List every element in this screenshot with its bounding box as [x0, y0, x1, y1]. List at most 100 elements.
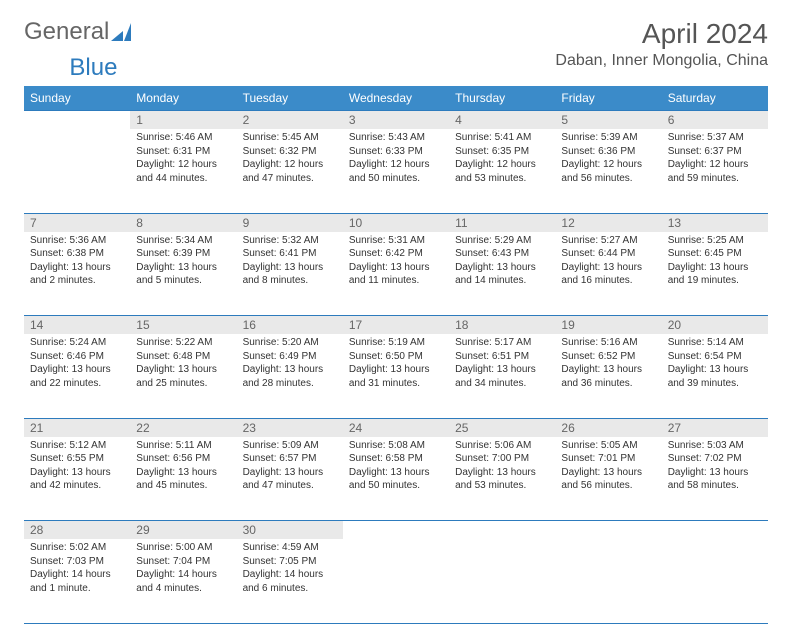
sunset-line: Sunset: 6:39 PM: [136, 247, 230, 261]
day-cell: Sunrise: 5:19 AMSunset: 6:50 PMDaylight:…: [343, 334, 449, 418]
day-details: Sunrise: 5:00 AMSunset: 7:04 PMDaylight:…: [130, 539, 236, 599]
daynum-cell: 18: [449, 316, 555, 335]
day-cell: Sunrise: 5:43 AMSunset: 6:33 PMDaylight:…: [343, 129, 449, 213]
weekday-header: Wednesday: [343, 86, 449, 111]
day-cell: Sunrise: 5:37 AMSunset: 6:37 PMDaylight:…: [662, 129, 768, 213]
day-number: 24: [343, 419, 449, 437]
daylight-line: Daylight: 13 hours and 53 minutes.: [455, 466, 549, 493]
daylight-line: Daylight: 13 hours and 56 minutes.: [561, 466, 655, 493]
day-details: Sunrise: 5:16 AMSunset: 6:52 PMDaylight:…: [555, 334, 661, 394]
sunrise-line: Sunrise: 5:39 AM: [561, 131, 655, 145]
daylight-line: Daylight: 13 hours and 36 minutes.: [561, 363, 655, 390]
daynum-cell: 2: [237, 111, 343, 130]
sunrise-line: Sunrise: 5:12 AM: [30, 439, 124, 453]
day-cell: [662, 539, 768, 623]
daynum-cell: 23: [237, 418, 343, 437]
daynum-cell: 7: [24, 213, 130, 232]
sunset-line: Sunset: 6:48 PM: [136, 350, 230, 364]
day-number: 4: [449, 111, 555, 129]
daynum-cell: 4: [449, 111, 555, 130]
day-details: Sunrise: 5:06 AMSunset: 7:00 PMDaylight:…: [449, 437, 555, 497]
month-title: April 2024: [555, 18, 768, 50]
sunset-line: Sunset: 6:37 PM: [668, 145, 762, 159]
sunset-line: Sunset: 6:33 PM: [349, 145, 443, 159]
day-number: 18: [449, 316, 555, 334]
weekday-header: Tuesday: [237, 86, 343, 111]
day-cell: [449, 539, 555, 623]
daynum-cell: 11: [449, 213, 555, 232]
day-details: Sunrise: 5:11 AMSunset: 6:56 PMDaylight:…: [130, 437, 236, 497]
sunrise-line: Sunrise: 4:59 AM: [243, 541, 337, 555]
day-number: 10: [343, 214, 449, 232]
daylight-line: Daylight: 13 hours and 16 minutes.: [561, 261, 655, 288]
daynum-cell: [343, 521, 449, 540]
sunset-line: Sunset: 6:31 PM: [136, 145, 230, 159]
daylight-line: Daylight: 13 hours and 25 minutes.: [136, 363, 230, 390]
day-cell: Sunrise: 5:03 AMSunset: 7:02 PMDaylight:…: [662, 437, 768, 521]
day-details: Sunrise: 5:08 AMSunset: 6:58 PMDaylight:…: [343, 437, 449, 497]
daylight-line: Daylight: 12 hours and 56 minutes.: [561, 158, 655, 185]
sunset-line: Sunset: 6:45 PM: [668, 247, 762, 261]
day-details: Sunrise: 5:36 AMSunset: 6:38 PMDaylight:…: [24, 232, 130, 292]
logo: General: [24, 18, 131, 46]
daynum-cell: [662, 521, 768, 540]
day-number: 22: [130, 419, 236, 437]
day-number: 25: [449, 419, 555, 437]
day-number: 30: [237, 521, 343, 539]
daynum-cell: 12: [555, 213, 661, 232]
sunset-line: Sunset: 6:42 PM: [349, 247, 443, 261]
day-number: [24, 111, 130, 129]
daylight-line: Daylight: 13 hours and 50 minutes.: [349, 466, 443, 493]
day-number: 15: [130, 316, 236, 334]
day-cell: Sunrise: 5:22 AMSunset: 6:48 PMDaylight:…: [130, 334, 236, 418]
day-details: Sunrise: 5:25 AMSunset: 6:45 PMDaylight:…: [662, 232, 768, 292]
location: Daban, Inner Mongolia, China: [555, 52, 768, 70]
day-number: 9: [237, 214, 343, 232]
daynum-cell: 22: [130, 418, 236, 437]
daynum-cell: [24, 111, 130, 130]
daylight-line: Daylight: 13 hours and 39 minutes.: [668, 363, 762, 390]
day-details: Sunrise: 5:19 AMSunset: 6:50 PMDaylight:…: [343, 334, 449, 394]
day-cell: Sunrise: 4:59 AMSunset: 7:05 PMDaylight:…: [237, 539, 343, 623]
sunset-line: Sunset: 7:05 PM: [243, 555, 337, 569]
day-cell: Sunrise: 5:14 AMSunset: 6:54 PMDaylight:…: [662, 334, 768, 418]
day-number: [555, 521, 661, 539]
sunrise-line: Sunrise: 5:00 AM: [136, 541, 230, 555]
week-row: Sunrise: 5:46 AMSunset: 6:31 PMDaylight:…: [24, 129, 768, 213]
daynum-cell: 16: [237, 316, 343, 335]
day-cell: Sunrise: 5:08 AMSunset: 6:58 PMDaylight:…: [343, 437, 449, 521]
sunset-line: Sunset: 7:02 PM: [668, 452, 762, 466]
sunset-line: Sunset: 7:04 PM: [136, 555, 230, 569]
sunrise-line: Sunrise: 5:11 AM: [136, 439, 230, 453]
sunset-line: Sunset: 6:32 PM: [243, 145, 337, 159]
sunrise-line: Sunrise: 5:17 AM: [455, 336, 549, 350]
daylight-line: Daylight: 13 hours and 2 minutes.: [30, 261, 124, 288]
daylight-line: Daylight: 14 hours and 1 minute.: [30, 568, 124, 595]
daynum-cell: 19: [555, 316, 661, 335]
day-number: [343, 521, 449, 539]
day-number: 14: [24, 316, 130, 334]
day-number: 27: [662, 419, 768, 437]
sunset-line: Sunset: 6:41 PM: [243, 247, 337, 261]
day-cell: Sunrise: 5:45 AMSunset: 6:32 PMDaylight:…: [237, 129, 343, 213]
sunrise-line: Sunrise: 5:45 AM: [243, 131, 337, 145]
day-details: Sunrise: 5:43 AMSunset: 6:33 PMDaylight:…: [343, 129, 449, 189]
day-cell: Sunrise: 5:12 AMSunset: 6:55 PMDaylight:…: [24, 437, 130, 521]
day-cell: Sunrise: 5:29 AMSunset: 6:43 PMDaylight:…: [449, 232, 555, 316]
sunrise-line: Sunrise: 5:29 AM: [455, 234, 549, 248]
sunrise-line: Sunrise: 5:20 AM: [243, 336, 337, 350]
sunset-line: Sunset: 6:38 PM: [30, 247, 124, 261]
daylight-line: Daylight: 12 hours and 47 minutes.: [243, 158, 337, 185]
sunrise-line: Sunrise: 5:32 AM: [243, 234, 337, 248]
daynum-cell: [449, 521, 555, 540]
daynum-cell: 24: [343, 418, 449, 437]
daylight-line: Daylight: 13 hours and 45 minutes.: [136, 466, 230, 493]
day-details: Sunrise: 5:29 AMSunset: 6:43 PMDaylight:…: [449, 232, 555, 292]
day-details: Sunrise: 5:24 AMSunset: 6:46 PMDaylight:…: [24, 334, 130, 394]
sunrise-line: Sunrise: 5:24 AM: [30, 336, 124, 350]
sunrise-line: Sunrise: 5:34 AM: [136, 234, 230, 248]
sunrise-line: Sunrise: 5:09 AM: [243, 439, 337, 453]
sunrise-line: Sunrise: 5:31 AM: [349, 234, 443, 248]
daylight-line: Daylight: 13 hours and 22 minutes.: [30, 363, 124, 390]
daynum-cell: 25: [449, 418, 555, 437]
